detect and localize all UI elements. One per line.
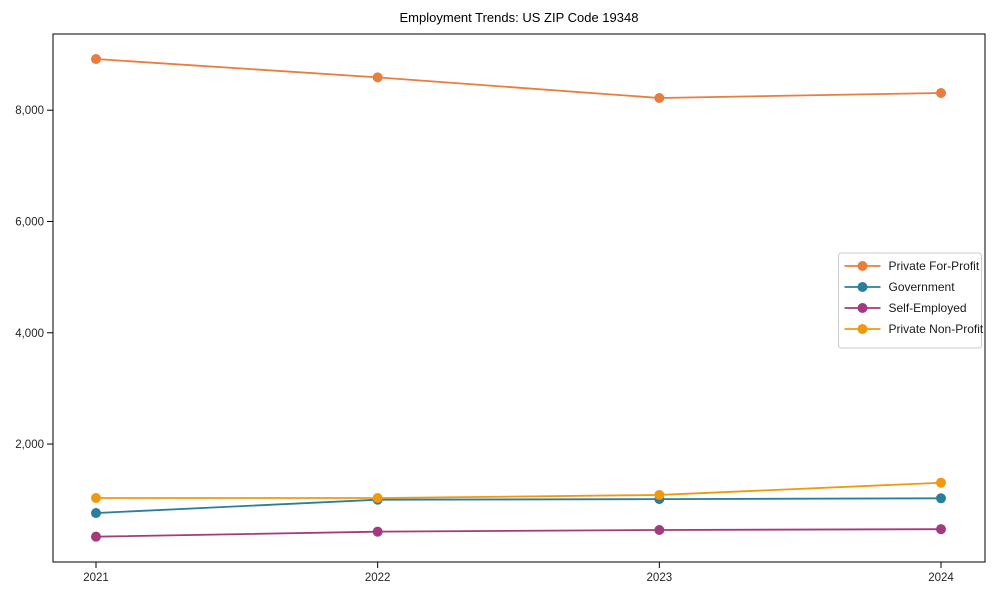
data-point-private-non-profit: [936, 477, 946, 488]
legend-sample-marker-government: [857, 282, 868, 292]
data-point-private-for-profit: [372, 72, 383, 83]
legend-box: [838, 252, 982, 349]
x-axis-tick-label: 2021: [83, 572, 109, 584]
y-axis-tick-label: 8,000: [15, 105, 44, 117]
series-line-government: [95, 497, 942, 514]
data-point-private-for-profit: [91, 54, 101, 65]
x-axis-tick-label: 2022: [365, 572, 391, 584]
legend-label-private-for-profit: Private For-Profit: [889, 259, 980, 273]
legend: Private For-Profit Government Self-Employe…: [838, 252, 984, 349]
data-point-government: [936, 493, 946, 504]
data-point-self-employed: [654, 525, 665, 536]
data-point-private-for-profit: [936, 87, 946, 98]
legend-label-self-employed: Self-Employed: [889, 301, 967, 315]
chart-title: Employment Trends: US ZIP Code 19348: [400, 10, 639, 25]
data-point-self-employed: [91, 531, 101, 542]
y-axis-tick-label: 4,000: [15, 328, 44, 340]
plot-area: 2,000 4,000 6,000 8,000 2021 2022 2023 2024 Priv…: [15, 33, 986, 584]
legend-label-private-non-profit: Private Non-Profit: [889, 322, 984, 336]
data-point-private-non-profit: [372, 493, 383, 504]
series-line-self-employed: [95, 528, 942, 538]
data-point-private-for-profit: [654, 92, 665, 103]
data-point-self-employed: [372, 526, 383, 537]
data-point-government: [91, 508, 101, 519]
y-axis-tick-label: 2,000: [15, 439, 44, 451]
x-axis-tick-label: 2023: [647, 572, 673, 584]
data-point-private-non-profit: [654, 489, 665, 500]
data-point-self-employed: [936, 524, 946, 535]
legend-label-government: Government: [889, 280, 956, 294]
legend-sample-marker-self-employed: [857, 303, 868, 313]
legend-sample-marker-private-for-profit: [857, 261, 868, 271]
x-axis-tick-label: 2024: [928, 572, 954, 584]
series-line-private-for-profit: [95, 58, 942, 99]
series-line-private-non-profit: [95, 481, 942, 499]
data-point-private-non-profit: [91, 493, 101, 504]
legend-sample-marker-private-non-profit: [857, 324, 868, 334]
plot-border: [52, 33, 986, 563]
y-axis-tick-label: 6,000: [15, 216, 44, 228]
